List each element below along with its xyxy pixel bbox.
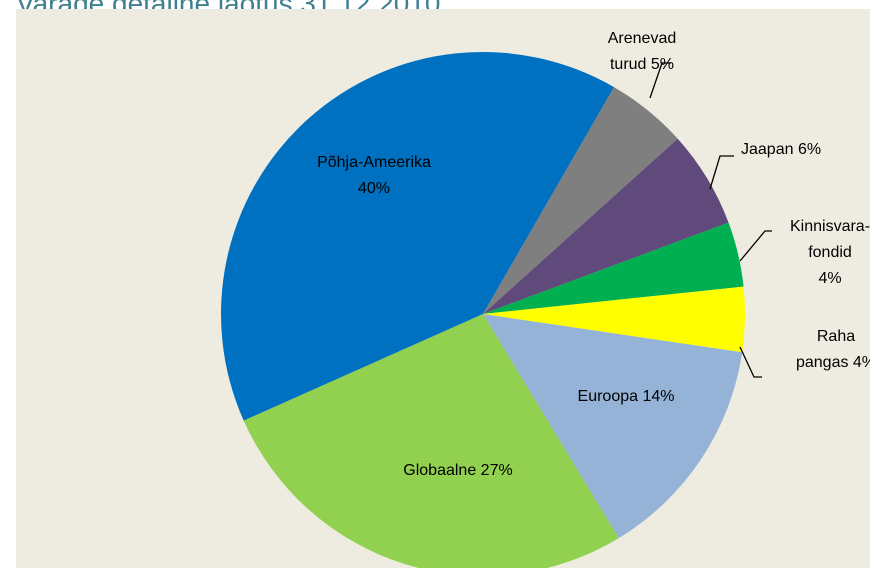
leader-line-arenevad (649, 62, 671, 99)
pie-slice-arenevad (483, 87, 678, 314)
pie-slice-jaapan-6 (483, 138, 729, 314)
slice-label-kinnisvara: Kinnisvara-fondid 4% (790, 218, 870, 287)
slice-label-pohja-ameerika: Põhja-Ameerika 40% (317, 154, 431, 197)
slice-label-jaapan-6: Jaapan 6% (741, 141, 821, 158)
pie-chart: Arenevad turud 5% Jaapan 6% Kinnisvara-fond… (221, 30, 870, 568)
leader-line-jaapan-6 (709, 155, 734, 190)
slice-label-raha: Raha pangas 4% (796, 328, 870, 371)
pie-slice-pohja-ameerika (221, 52, 614, 421)
pie-slices (221, 52, 745, 568)
leader-line-kinnisvara (739, 230, 772, 262)
leader-lines (649, 62, 772, 378)
slice-label-arenevad: Arenevad turud 5% (608, 30, 677, 73)
pie-slice-globaalne-27 (243, 314, 619, 568)
pie-slice-euroopa-14 (483, 314, 743, 539)
chart-area: Arenevad turud 5% Jaapan 6% Kinnisvara-fond… (16, 9, 870, 568)
leader-line-raha (739, 346, 762, 378)
slice-labels: Arenevad turud 5% Jaapan 6% Kinnisvara-fond… (317, 30, 870, 479)
pie-slice-raha (483, 286, 745, 353)
slice-label-globaalne-27: Globaalne 27% (403, 462, 512, 479)
pie-slice-kinnisvara (483, 222, 744, 314)
slice-label-euroopa-14: Euroopa 14% (578, 388, 675, 405)
